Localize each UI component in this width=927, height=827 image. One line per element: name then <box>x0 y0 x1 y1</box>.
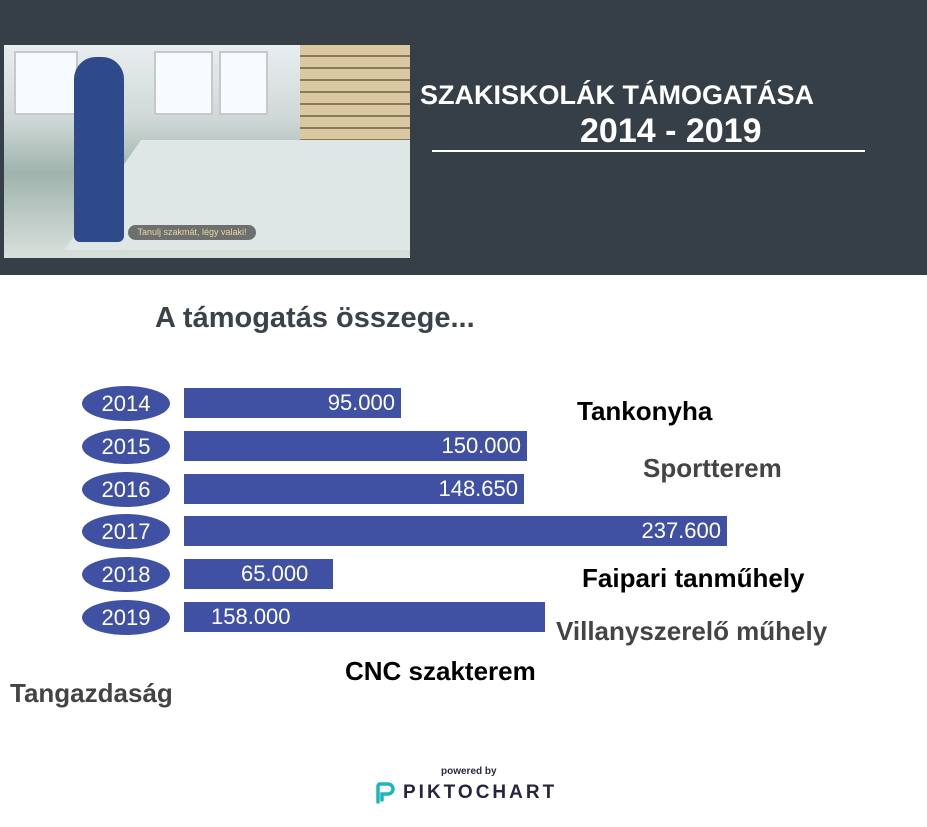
project-label: Sportterem <box>643 453 782 483</box>
brand-name: PIKTOCHART <box>403 782 558 803</box>
project-label: Villanyszerelő műhely <box>556 616 828 646</box>
powered-by: powered by <box>441 766 497 777</box>
value-label: 150.000 <box>441 433 521 458</box>
project-label: Tangazdaság <box>10 678 173 708</box>
project-label: CNC szakterem <box>345 656 536 686</box>
year-label: 2019 <box>82 600 170 635</box>
bar-2016 <box>184 474 524 504</box>
page-title: SZAKISKOLÁK TÁMOGATÁSA <box>420 80 814 110</box>
title-years: 2014 - 2019 <box>580 112 762 150</box>
year-label: 2016 <box>82 472 170 507</box>
value-label: 148.650 <box>438 476 518 501</box>
bar-2018 <box>184 559 333 589</box>
bar-2015 <box>184 431 527 461</box>
year-label: 2014 <box>82 386 170 421</box>
value-label: 65.000 <box>241 561 309 586</box>
header-banner: Tanulj szakmát, légy valaki! SZAKISKOLÁK… <box>0 0 927 275</box>
year-label: 2018 <box>82 557 170 592</box>
project-label: Faipari tanműhely <box>582 563 805 593</box>
bar-2014 <box>184 388 401 418</box>
bar-2019 <box>184 602 545 632</box>
value-label: 158.000 <box>211 604 291 629</box>
year-label: 2015 <box>82 429 170 464</box>
year-label: 2017 <box>82 514 170 549</box>
value-label: 237.600 <box>641 518 721 543</box>
photo-caption: Tanulj szakmát, légy valaki! <box>128 225 256 240</box>
chart-subtitle: A támogatás összege... <box>155 302 475 334</box>
project-label: Tankonyha <box>577 396 713 426</box>
value-label: 95.000 <box>327 390 395 415</box>
workshop-photo: Tanulj szakmát, légy valaki! <box>4 45 410 258</box>
title-divider <box>432 150 865 152</box>
piktochart-icon <box>376 782 395 804</box>
bar-2017 <box>184 516 727 546</box>
piktochart-logo[interactable]: PIKTOCHART <box>375 782 557 804</box>
